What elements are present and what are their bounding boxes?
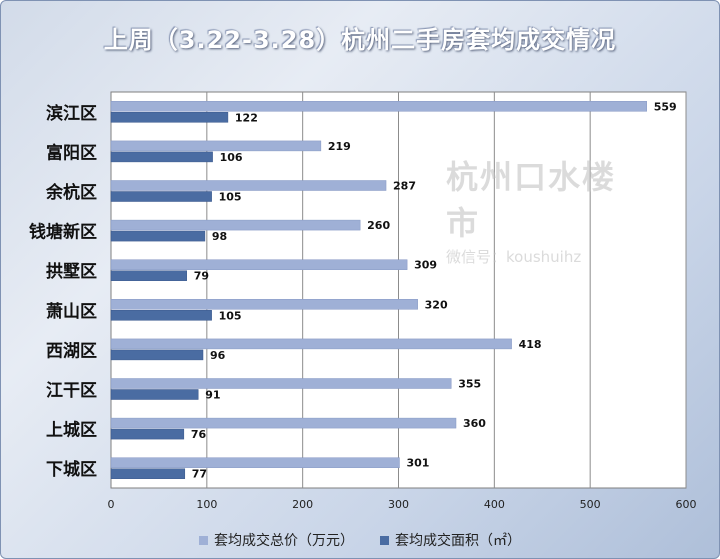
data-label-area: 77 xyxy=(192,468,207,481)
data-label-total-price: 301 xyxy=(406,457,429,470)
data-label-total-price: 309 xyxy=(414,259,437,272)
data-label-area: 105 xyxy=(219,191,242,204)
bar-total-price xyxy=(110,417,457,429)
data-label-area: 105 xyxy=(219,309,242,322)
chart-title: 上周（3.22-3.28）杭州二手房套均成交情况 xyxy=(103,26,617,54)
category-label: 拱墅区 xyxy=(46,261,97,282)
legend-item-area: 套均成交面积（㎡） xyxy=(380,530,521,550)
category-label: 滨江区 xyxy=(46,103,97,124)
bar-area xyxy=(110,349,204,361)
data-label-area: 91 xyxy=(205,389,220,402)
data-label-total-price: 219 xyxy=(328,140,351,153)
legend-swatch-total-price xyxy=(199,535,208,545)
bar-total-price xyxy=(110,219,361,231)
data-label-total-price: 320 xyxy=(425,298,448,311)
category-label: 上城区 xyxy=(46,421,97,441)
data-label-area: 122 xyxy=(235,111,258,124)
x-tick-label: 600 xyxy=(676,498,697,511)
bar-area xyxy=(110,468,186,479)
legend-item-total-price: 套均成交总价（万元） xyxy=(199,530,354,550)
data-label-total-price: 418 xyxy=(519,338,542,351)
x-tick-label: 300 xyxy=(388,498,409,511)
x-tick-label: 100 xyxy=(196,498,217,511)
bar-total-price xyxy=(110,180,387,191)
data-label-area: 79 xyxy=(194,270,209,283)
x-tick-label: 0 xyxy=(108,498,115,511)
x-tick-label: 500 xyxy=(580,498,601,511)
bar-area xyxy=(110,389,199,400)
data-label-area: 96 xyxy=(210,349,226,362)
data-label-area: 76 xyxy=(191,428,207,441)
bar-total-price xyxy=(110,101,647,112)
bar-total-price xyxy=(110,457,400,468)
x-tick-label: 200 xyxy=(292,498,313,511)
category-label: 萧山区 xyxy=(46,302,97,322)
bar-area xyxy=(110,230,206,242)
category-label: 钱塘新区 xyxy=(29,222,97,243)
bar-total-price xyxy=(110,378,452,389)
bar-total-price xyxy=(110,259,408,270)
bar-area xyxy=(110,151,213,163)
legend-label-total-price: 套均成交总价（万元） xyxy=(214,533,354,549)
data-label-total-price: 360 xyxy=(463,417,486,430)
bar-area xyxy=(110,112,229,123)
data-label-total-price: 355 xyxy=(458,378,481,391)
category-label: 西湖区 xyxy=(46,341,97,361)
data-label-total-price: 559 xyxy=(654,100,677,113)
legend-label-area: 套均成交面积（㎡） xyxy=(395,533,521,549)
bar-area xyxy=(110,428,185,440)
bar-total-price xyxy=(110,338,512,350)
bar-area xyxy=(110,270,187,281)
data-label-total-price: 287 xyxy=(393,180,416,193)
category-label: 余杭区 xyxy=(45,182,97,203)
bar-total-price xyxy=(110,299,418,310)
data-label-area: 106 xyxy=(220,151,243,164)
x-tick-label: 400 xyxy=(484,498,505,511)
category-label: 江干区 xyxy=(46,381,97,401)
category-label: 富阳区 xyxy=(46,142,97,163)
legend-swatch-area xyxy=(380,535,389,545)
bar-area xyxy=(110,191,212,202)
bar-area xyxy=(110,310,212,321)
chart-legend: 套均成交总价（万元） 套均成交面积（㎡） xyxy=(0,530,720,550)
data-label-total-price: 260 xyxy=(367,219,390,232)
data-label-area: 98 xyxy=(212,230,227,243)
category-label: 下城区 xyxy=(46,460,97,480)
bar-total-price xyxy=(110,140,322,152)
